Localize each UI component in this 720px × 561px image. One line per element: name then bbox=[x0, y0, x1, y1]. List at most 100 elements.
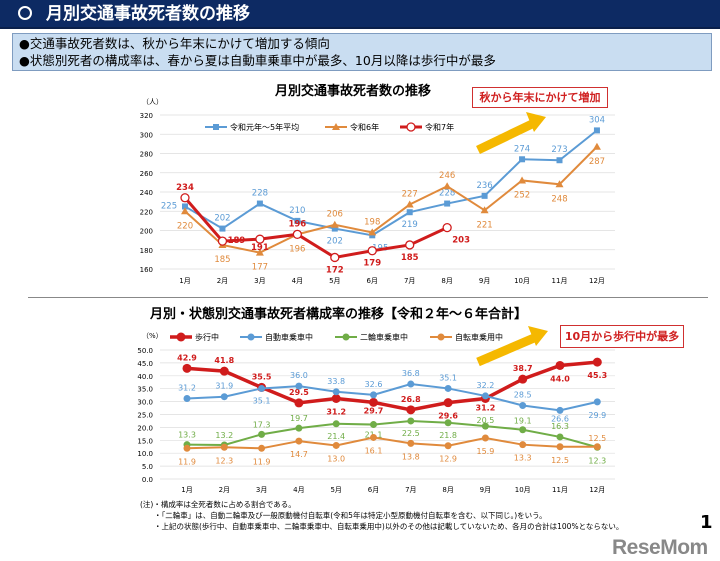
y-tick-label: 260 bbox=[140, 170, 153, 178]
legend-marker bbox=[406, 122, 416, 132]
data-point bbox=[593, 443, 601, 451]
data-label: 225 bbox=[161, 201, 177, 211]
data-label: 42.9 bbox=[177, 353, 197, 362]
data-point bbox=[444, 200, 451, 207]
data-label: 227 bbox=[402, 190, 418, 200]
data-label: 31.9 bbox=[215, 382, 233, 391]
data-point bbox=[481, 192, 488, 199]
data-label: 13.3 bbox=[514, 454, 532, 463]
data-label: 17.3 bbox=[253, 420, 271, 429]
data-point bbox=[295, 437, 303, 445]
logo: ReseMom bbox=[612, 536, 708, 559]
data-point bbox=[406, 209, 413, 216]
data-label: 196 bbox=[289, 244, 305, 254]
data-point bbox=[480, 206, 489, 214]
legend-marker bbox=[332, 123, 340, 130]
data-point bbox=[407, 417, 415, 425]
data-label: 29.6 bbox=[438, 412, 458, 421]
y-tick-label: 220 bbox=[140, 208, 153, 216]
data-label: 248 bbox=[551, 194, 567, 204]
data-point bbox=[405, 240, 415, 250]
y-tick-label: 10.0 bbox=[137, 450, 153, 458]
data-label: 32.2 bbox=[476, 381, 494, 390]
data-point bbox=[481, 392, 489, 400]
data-point bbox=[220, 443, 228, 451]
data-label: 179 bbox=[363, 259, 381, 269]
legend-marker bbox=[342, 333, 350, 341]
data-point bbox=[444, 442, 452, 450]
summary-line: ●交通事故死者数は、秋から年末にかけて増加する傾向 bbox=[19, 36, 330, 51]
data-point bbox=[593, 398, 601, 406]
data-point bbox=[182, 363, 192, 373]
data-label: 21.4 bbox=[327, 432, 345, 441]
data-point bbox=[555, 360, 565, 370]
data-label: 13.3 bbox=[178, 431, 196, 440]
x-tick-label: 3月 bbox=[256, 486, 267, 494]
data-point bbox=[295, 382, 303, 390]
data-label: 202 bbox=[327, 237, 343, 247]
data-label: 304 bbox=[589, 115, 605, 125]
series-line bbox=[186, 360, 598, 412]
data-label: 12.5 bbox=[588, 434, 606, 443]
data-label: 45.3 bbox=[587, 371, 607, 380]
series-line bbox=[186, 436, 598, 450]
data-point bbox=[556, 157, 563, 164]
chart1-callout: 秋から年末にかけて増加 bbox=[472, 87, 608, 108]
data-label: 220 bbox=[177, 221, 193, 231]
data-point bbox=[258, 430, 266, 438]
chart2-callout: 10月から歩行中が最多 bbox=[560, 325, 684, 348]
data-label: 273 bbox=[551, 145, 567, 155]
chart2-title: 月別・状態別交通事故死者構成率の推移【令和２年～６年合計】 bbox=[150, 307, 528, 322]
data-label: 12.5 bbox=[551, 456, 569, 465]
data-label: 172 bbox=[326, 265, 344, 275]
y-tick-label: 0.0 bbox=[142, 476, 153, 484]
x-tick-label: 11月 bbox=[552, 486, 568, 494]
data-point bbox=[183, 395, 191, 403]
data-label: 16.1 bbox=[365, 446, 383, 455]
chart1-title: 月別交通事故死者数の推移 bbox=[275, 84, 432, 99]
data-label: 19.7 bbox=[290, 414, 308, 423]
data-point bbox=[443, 182, 452, 190]
x-tick-label: 11月 bbox=[552, 277, 568, 285]
data-point bbox=[295, 424, 303, 432]
data-label: 19.1 bbox=[514, 417, 532, 426]
data-point bbox=[556, 406, 564, 414]
divider bbox=[28, 297, 708, 298]
note: ・「二輪車」は、自動二輪車及び一般原動機付自転車(令和5年は特定小型原動機付自転… bbox=[154, 511, 547, 520]
data-label: 26.6 bbox=[551, 414, 569, 423]
x-tick-label: 10月 bbox=[514, 277, 530, 285]
x-tick-label: 5月 bbox=[330, 486, 341, 494]
data-label: 16.3 bbox=[551, 422, 569, 431]
x-tick-label: 6月 bbox=[368, 486, 379, 494]
data-point bbox=[519, 156, 526, 163]
data-label: 196 bbox=[288, 219, 306, 229]
data-point bbox=[407, 439, 415, 447]
x-tick-label: 1月 bbox=[181, 486, 192, 494]
series-line bbox=[183, 196, 448, 260]
page-title: 月別交通事故死者数の推移 bbox=[46, 4, 250, 24]
y-tick-label: 240 bbox=[140, 189, 153, 197]
data-point bbox=[332, 388, 340, 396]
legend-label: 歩行中 bbox=[195, 332, 219, 342]
data-label: 41.8 bbox=[214, 356, 234, 365]
x-tick-label: 8月 bbox=[442, 486, 453, 494]
data-label: 36.8 bbox=[402, 369, 420, 378]
data-label: 12.3 bbox=[215, 456, 233, 465]
x-tick-label: 4月 bbox=[293, 486, 304, 494]
data-label: 31.2 bbox=[326, 408, 346, 417]
data-point bbox=[332, 441, 340, 449]
y-tick-label: 160 bbox=[140, 266, 153, 274]
data-point bbox=[406, 405, 416, 415]
data-point bbox=[556, 433, 564, 441]
x-tick-label: 6月 bbox=[367, 277, 378, 285]
x-tick-label: 10月 bbox=[515, 486, 531, 494]
data-point bbox=[592, 142, 601, 150]
data-label: 287 bbox=[589, 157, 605, 167]
legend-label: 令和元年～5年平均 bbox=[230, 122, 299, 132]
data-point bbox=[294, 398, 304, 408]
data-label: 236 bbox=[476, 181, 492, 191]
trend-arrow-icon bbox=[476, 119, 534, 155]
y-tick-label: 200 bbox=[140, 228, 153, 236]
data-point bbox=[182, 203, 188, 210]
